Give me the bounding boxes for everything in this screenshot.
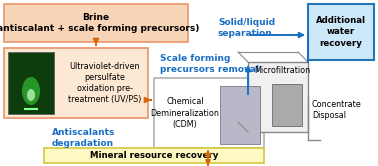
Bar [248,62,308,132]
Bar [308,4,374,60]
Text: Concentrate
Disposal: Concentrate Disposal [312,100,362,120]
Ellipse shape [22,77,40,105]
Bar [4,48,148,118]
Bar [44,148,264,163]
Bar [272,84,302,126]
Text: Solid/liquid
separation: Solid/liquid separation [218,18,275,38]
Text: Mineral resource recovery: Mineral resource recovery [90,151,218,160]
Bar [220,86,260,144]
Bar [4,4,188,42]
Text: Antiscalants
degradation: Antiscalants degradation [52,128,115,148]
Bar [8,52,54,114]
Text: Additional
water
recovery: Additional water recovery [316,16,366,48]
Ellipse shape [27,89,35,101]
Bar [154,78,264,148]
Text: Scale forming
precursors removal: Scale forming precursors removal [160,54,259,74]
Text: Microfiltration: Microfiltration [254,66,310,75]
Text: Brine
(antiscalant + scale forming precursors): Brine (antiscalant + scale forming precu… [0,13,199,33]
Text: Chemical
Demineralization
(CDM): Chemical Demineralization (CDM) [150,97,220,129]
Text: Ultraviolet-driven
persulfate
oxidation pre-
treatment (UV/PS): Ultraviolet-driven persulfate oxidation … [68,62,142,104]
